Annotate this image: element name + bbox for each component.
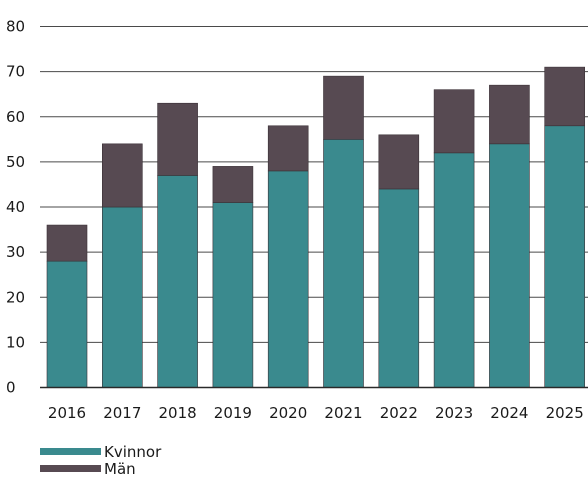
bar-kvinnor-2016 (46, 260, 88, 388)
y-tick-label: 10 (6, 333, 25, 351)
bar-kvinnor-2023 (433, 152, 475, 388)
bar-man-2016 (46, 224, 88, 262)
bar-kvinnor-2017 (102, 206, 143, 388)
x-tick-label: 2025 (546, 404, 584, 422)
y-tick-label: 50 (6, 153, 25, 171)
x-tick-label: 2021 (324, 404, 362, 422)
bar-man-2020 (267, 125, 309, 172)
bars (46, 66, 586, 388)
x-tick-label: 2020 (269, 404, 307, 422)
x-tick-label: 2019 (214, 404, 252, 422)
bar-man-2018 (157, 102, 198, 176)
x-axis-tick-labels: 2016 2017 2018 2019 2020 2021 2022 2023 2024 2025 (48, 404, 584, 422)
x-tick-label: 2023 (435, 404, 473, 422)
x-tick-label: 2017 (103, 404, 141, 422)
bar-kvinnor-2018 (157, 175, 198, 388)
x-tick-label: 2024 (490, 404, 528, 422)
y-tick-label: 70 (6, 63, 25, 81)
bar-man-2024 (489, 84, 530, 145)
bar-kvinnor-2025 (544, 125, 586, 388)
bar-man-2025 (544, 66, 586, 127)
y-tick-label: 80 (6, 18, 25, 36)
bar-kvinnor-2024 (489, 143, 530, 388)
y-tick-label: 60 (6, 108, 25, 126)
x-tick-label: 2022 (380, 404, 418, 422)
y-tick-label: 40 (6, 198, 25, 216)
legend-swatch (40, 448, 101, 455)
bar-man-2021 (323, 75, 364, 140)
bar-man-2019 (212, 166, 254, 203)
bar-man-2023 (433, 89, 475, 154)
bar-man-2017 (102, 143, 143, 208)
bar-kvinnor-2020 (267, 170, 309, 388)
legend-swatch (40, 465, 101, 472)
legend-label: Kvinnor (104, 443, 162, 461)
y-tick-label: 0 (6, 379, 16, 397)
legend-label: Män (104, 460, 136, 478)
x-tick-label: 2016 (48, 404, 86, 422)
y-tick-label: 30 (6, 243, 25, 261)
y-tick-label: 20 (6, 288, 25, 306)
x-tick-label: 2018 (159, 404, 197, 422)
bar-kvinnor-2021 (323, 139, 364, 388)
bar-kvinnor-2022 (378, 188, 420, 388)
y-axis-tick-labels: 0 10 20 30 40 50 60 70 80 (6, 18, 25, 397)
bar-kvinnor-2019 (212, 202, 254, 388)
bar-man-2022 (378, 134, 420, 190)
